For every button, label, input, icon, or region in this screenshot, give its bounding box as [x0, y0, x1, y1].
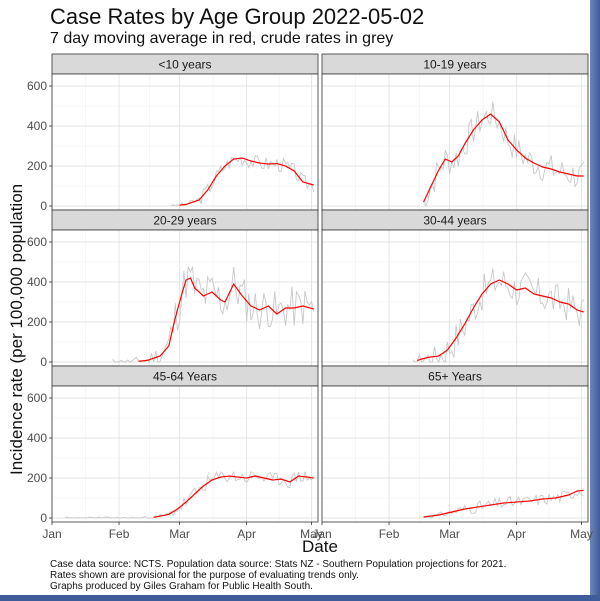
- x-axis-label: Date: [302, 537, 338, 556]
- moving-average-line: [138, 277, 314, 362]
- panel-background: [322, 74, 588, 210]
- chart-title: Case Rates by Age Group 2022-05-02: [50, 4, 425, 29]
- caption-line: Rates shown are provisional for the purp…: [50, 570, 359, 581]
- facet-strip-label: 10-19 years: [423, 58, 486, 72]
- x-tick-label: Jan: [42, 527, 61, 541]
- crude-rate-line: [64, 470, 315, 519]
- x-tick-label: May: [570, 527, 593, 541]
- panel-background: [52, 230, 318, 366]
- crude-rate-line: [423, 101, 585, 208]
- y-tick-label: 400: [27, 275, 47, 289]
- y-tick-label: 600: [27, 79, 47, 93]
- moving-average-line: [417, 279, 584, 362]
- x-tick-label: Apr: [507, 527, 526, 541]
- x-tick-label: Feb: [109, 527, 130, 541]
- x-tick-label: Apr: [237, 527, 256, 541]
- y-tick-label: 0: [40, 355, 47, 369]
- y-tick-label: 0: [40, 511, 47, 525]
- window-frame-bottom: [0, 595, 600, 601]
- caption-line: Graphs produced by Giles Graham for Publ…: [50, 581, 313, 592]
- y-tick-label: 200: [27, 471, 47, 485]
- moving-average-line: [423, 489, 584, 518]
- window-frame-right: [590, 0, 600, 601]
- y-tick-label: 200: [27, 159, 47, 173]
- panel-border: [51, 385, 319, 523]
- caption-line: Case data source: NCTS. Population data …: [50, 559, 507, 570]
- chart-subtitle: 7 day moving average in red, crude rates…: [50, 30, 394, 47]
- y-tick-label: 200: [27, 315, 47, 329]
- y-tick-label: 0: [40, 199, 47, 213]
- x-tick-label: Jan: [312, 527, 331, 541]
- panel-background: [52, 386, 318, 522]
- x-tick-label: Mar: [439, 527, 460, 541]
- panel-background: [322, 386, 588, 522]
- moving-average-line: [179, 157, 314, 206]
- source-caption: Case data source: NCTS. Population data …: [50, 559, 506, 592]
- x-tick-label: May: [300, 527, 323, 541]
- y-tick-label: 400: [27, 431, 47, 445]
- facet-strip-label: 30-44 years: [423, 214, 486, 228]
- y-tick-label: 600: [27, 391, 47, 405]
- moving-average-line: [153, 475, 314, 518]
- facet-strip-label: 45-64 Years: [153, 370, 217, 384]
- panel-border: [321, 385, 589, 523]
- moving-average-line: [423, 113, 584, 203]
- x-tick-label: Feb: [379, 527, 400, 541]
- facet-strip-label: 20-29 years: [153, 214, 216, 228]
- crude-rate-line: [170, 154, 315, 207]
- crude-rate-line: [412, 268, 585, 364]
- y-tick-label: 400: [27, 119, 47, 133]
- facet-strip-label: <10 years: [158, 58, 211, 72]
- x-tick-label: Mar: [169, 527, 190, 541]
- facet-strip-label: 65+ Years: [428, 370, 482, 384]
- y-tick-label: 600: [27, 235, 47, 249]
- panel-background: [52, 74, 318, 210]
